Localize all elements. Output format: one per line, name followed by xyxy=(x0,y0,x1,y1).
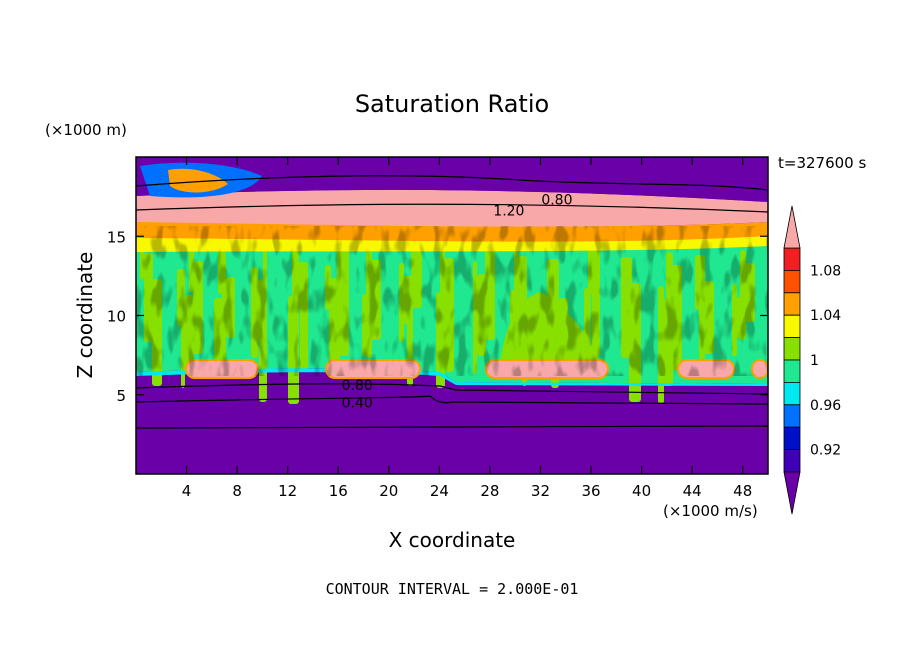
y-axis: 5 10 15 xyxy=(107,228,768,405)
plot-area: 0.801.200.800.40 xyxy=(136,157,768,474)
contour-label: 1.20 xyxy=(493,204,524,220)
band-upper-dry xyxy=(136,157,768,202)
colorbar-label: 0.92 xyxy=(810,443,841,459)
y-axis-label: Z coordinate xyxy=(73,252,97,379)
colorbar-segment xyxy=(783,359,801,383)
colorbar-label: 1 xyxy=(810,353,819,369)
x-tick-label: 24 xyxy=(430,482,449,500)
y-unit-label: (×1000 m) xyxy=(45,121,127,139)
band-supersaturated-top xyxy=(136,189,768,227)
speckle-texture xyxy=(136,226,768,376)
colorbar: 1.08 1.04 1 0.96 0.92 xyxy=(783,205,841,515)
contour-line xyxy=(136,175,768,191)
x-tick-label: 12 xyxy=(278,482,297,500)
y-tick-label: 5 xyxy=(116,387,126,405)
colorbar-label: 0.96 xyxy=(810,398,841,414)
x-tick-label: 40 xyxy=(632,482,651,500)
x-tick-label: 32 xyxy=(531,482,550,500)
colorbar-label: 1.08 xyxy=(810,263,841,279)
time-label: t=327600 s xyxy=(778,154,866,172)
contour-line xyxy=(136,425,768,429)
x-tick-label: 8 xyxy=(232,482,242,500)
contour-label: 0.80 xyxy=(342,378,373,394)
colorbar-segment xyxy=(783,337,801,361)
x-unit-label: (×1000 m/s) xyxy=(663,502,758,520)
x-axis: 4 8 12 16 20 24 28 32 36 40 44 48 xyxy=(182,157,752,500)
x-tick-label: 4 xyxy=(182,482,192,500)
colorbar-segment xyxy=(783,247,801,271)
colorbar-segment xyxy=(783,426,801,451)
colorbar-segment xyxy=(783,269,801,294)
x-tick-label: 20 xyxy=(379,482,398,500)
colorbar-top-arrow xyxy=(783,205,801,249)
x-axis-label: X coordinate xyxy=(389,528,516,552)
colorbar-segment xyxy=(783,314,801,339)
x-tick-label: 36 xyxy=(581,482,600,500)
contour-line xyxy=(136,203,768,213)
band-orange-patch xyxy=(168,168,228,193)
contour-interval-note: CONTOUR INTERVAL = 2.000E-01 xyxy=(326,580,579,598)
contour-label: 0.80 xyxy=(541,193,572,209)
contour-line xyxy=(136,395,768,405)
x-tick-label: 48 xyxy=(733,482,752,500)
x-tick-label: 16 xyxy=(329,482,348,500)
y-tick-label: 10 xyxy=(107,308,126,326)
colorbar-segment xyxy=(783,449,801,473)
contour-label: 0.40 xyxy=(342,395,373,411)
colorbar-label: 1.04 xyxy=(810,308,841,324)
contour-line xyxy=(136,383,768,395)
colorbar-segment xyxy=(783,292,801,316)
y-tick-label: 15 xyxy=(107,228,126,246)
chart-title: Saturation Ratio xyxy=(355,90,549,118)
x-tick-label: 44 xyxy=(683,482,702,500)
x-tick-label: 28 xyxy=(480,482,499,500)
colorbar-bottom-arrow xyxy=(783,471,801,515)
colorbar-segment xyxy=(783,381,801,406)
colorbar-segment xyxy=(783,404,801,428)
